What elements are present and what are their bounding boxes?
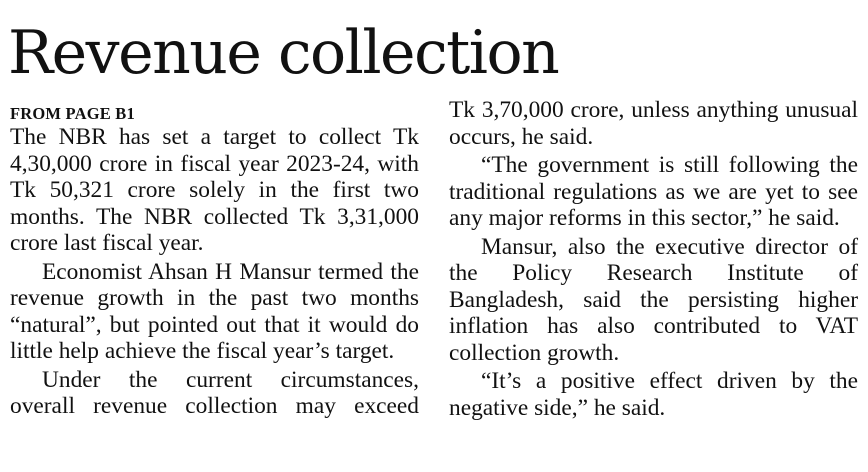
headline: Revenue collection [8, 18, 560, 88]
paragraph: Mansur, also the executive director of t… [449, 233, 858, 366]
right-column: Tk 3,70,000 crore, unless anything unusu… [449, 97, 858, 423]
continued-from-label: FROM PAGE B1 [10, 104, 135, 123]
left-column: The NBR has set a target to collect Tk 4… [10, 124, 419, 420]
paragraph: “The government is still following the t… [449, 152, 858, 231]
paragraph: Under the current circumstances, overall… [10, 366, 419, 420]
paragraph: Tk 3,70,000 crore, unless anything unusu… [449, 97, 858, 150]
paragraph: Economist Ahsan H Mansur termed the reve… [10, 258, 419, 365]
paragraph: “It’s a positive effect driven by the ne… [449, 368, 858, 421]
paragraph: The NBR has set a target to collect Tk 4… [10, 124, 419, 256]
